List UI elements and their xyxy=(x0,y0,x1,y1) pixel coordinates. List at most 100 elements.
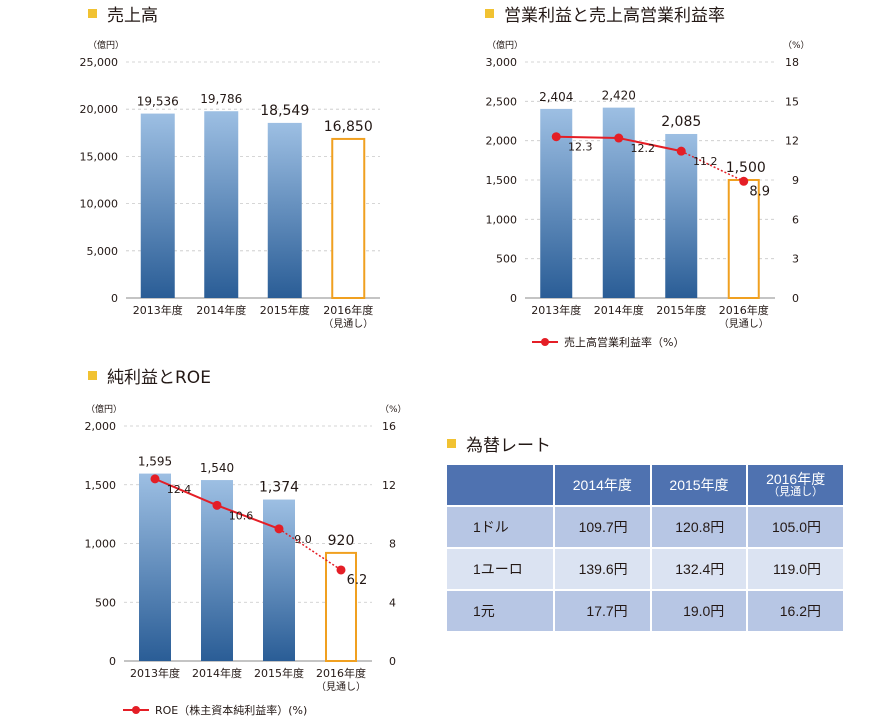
y2-tick-label: 15 xyxy=(785,95,799,108)
fx-cell: 119.0円 xyxy=(748,549,843,589)
fx-row-label: 1ユーロ xyxy=(447,549,553,589)
bar xyxy=(204,111,239,299)
fx-header-2014: 2014年度 xyxy=(555,465,650,505)
table-row: 1ドル 109.7円 120.8円 105.0円 xyxy=(447,507,843,547)
bar-value-label: 1,500 xyxy=(726,160,766,176)
y2-tick-label: 9 xyxy=(792,174,799,187)
y-tick-label: 500 xyxy=(496,253,517,266)
y-tick-label: 1,500 xyxy=(486,174,518,187)
line-point xyxy=(676,146,686,156)
x-tick-note: （見通し） xyxy=(323,318,373,330)
fx-cell: 120.8円 xyxy=(651,507,747,547)
bar xyxy=(140,113,175,298)
fx-header-blank xyxy=(447,465,553,505)
line-point xyxy=(551,132,561,142)
bar-value-label: 2,420 xyxy=(602,89,636,103)
red-dot-line-icon xyxy=(123,706,149,714)
bar-value-label: 2,404 xyxy=(539,90,573,104)
y-tick-label: 20,000 xyxy=(80,103,119,116)
bullet-square-icon xyxy=(447,439,456,448)
x-tick-label: 2016年度 xyxy=(316,666,366,680)
y-tick-label: 10,000 xyxy=(80,198,119,211)
x-tick-label: 2014年度 xyxy=(192,666,242,680)
y-tick-label: 3,000 xyxy=(486,56,518,69)
y-tick-label: 2,000 xyxy=(486,135,518,148)
bullet-square-icon xyxy=(485,9,494,18)
bar-value-label: 1,540 xyxy=(200,461,234,475)
fx-cell: 17.7円 xyxy=(555,591,650,631)
line-point xyxy=(614,133,624,143)
y2-tick-label: 18 xyxy=(785,56,799,69)
red-dot-line-icon xyxy=(532,338,558,346)
roe-legend-label: ROE（株主資本純利益率）(%) xyxy=(155,704,308,717)
y-tick-label: 1,000 xyxy=(85,538,117,551)
y-tick-label: 0 xyxy=(510,292,517,305)
bullet-square-icon xyxy=(88,371,97,380)
fx-cell: 105.0円 xyxy=(748,507,843,547)
line-value-label: 10.6 xyxy=(229,509,254,522)
y2-tick-label: 0 xyxy=(389,655,396,668)
fx-header-2016-note: （見通し） xyxy=(768,485,824,498)
op-legend-label: 売上高営業利益率（%） xyxy=(564,336,685,349)
y-tick-label: 15,000 xyxy=(80,150,119,163)
bar-value-label: 19,786 xyxy=(200,92,242,106)
y2-axis-unit-label: （%） xyxy=(380,404,407,415)
bar xyxy=(665,133,698,298)
fx-row-label: 1元 xyxy=(447,591,553,631)
x-tick-label: 2013年度 xyxy=(531,303,581,317)
fx-title: 為替レート xyxy=(447,431,551,456)
y-axis-unit-label: （億円） xyxy=(487,39,523,51)
x-tick-label: 2013年度 xyxy=(130,666,180,680)
y-tick-label: 2,500 xyxy=(486,95,518,108)
fx-cell: 16.2円 xyxy=(748,591,843,631)
x-tick-label: 2015年度 xyxy=(260,303,310,317)
line-point xyxy=(274,524,284,534)
op-legend: 売上高営業利益率（%） xyxy=(532,334,684,350)
x-tick-label: 2013年度 xyxy=(133,303,183,317)
y-tick-label: 2,000 xyxy=(85,420,117,433)
bar xyxy=(139,473,171,661)
y2-tick-label: 8 xyxy=(389,538,396,551)
net-title-text: 純利益とROE xyxy=(107,368,211,388)
x-tick-label: 2014年度 xyxy=(196,303,246,317)
sales-title: 売上高 xyxy=(88,1,158,26)
line-segment-forecast xyxy=(278,528,342,571)
line-segment-forecast xyxy=(680,150,745,182)
line-segment xyxy=(216,504,280,530)
fx-row-label: 1ドル xyxy=(447,507,553,547)
y-tick-label: 1,000 xyxy=(486,213,518,226)
y-tick-label: 5,000 xyxy=(87,245,119,258)
line-segment xyxy=(618,137,682,153)
y-tick-label: 500 xyxy=(95,596,116,609)
bar xyxy=(267,122,302,299)
line-value-label: 12.3 xyxy=(568,141,593,154)
y2-tick-label: 12 xyxy=(785,135,799,148)
x-tick-label: 2014年度 xyxy=(594,303,644,317)
y2-tick-label: 0 xyxy=(792,292,799,305)
x-tick-label: 2016年度 xyxy=(323,303,373,317)
sales-chart: （億円） 0 5,000 10,000 15,000 20,000 25,000 19,536… xyxy=(80,39,380,330)
fx-cell: 19.0円 xyxy=(651,591,747,631)
fx-header-2016: 2016年度 （見通し） xyxy=(748,465,843,505)
line-value-label: 9.0 xyxy=(294,533,312,546)
x-tick-label: 2015年度 xyxy=(656,303,706,317)
y-axis-unit-label: （億円） xyxy=(88,39,124,51)
x-tick-label: 2016年度 xyxy=(719,303,769,317)
line-segment xyxy=(556,135,619,140)
x-tick-note: （見通し） xyxy=(719,318,769,330)
line-value-label: 11.2 xyxy=(693,155,718,168)
fx-title-text: 為替レート xyxy=(466,436,551,456)
line-value-label: 12.2 xyxy=(631,142,656,155)
y-tick-label: 1,500 xyxy=(85,479,117,492)
bar-forecast xyxy=(727,179,760,299)
bar-value-label: 19,536 xyxy=(137,95,179,109)
sales-title-text: 売上高 xyxy=(107,6,158,26)
fx-cell: 132.4円 xyxy=(651,549,747,589)
y2-tick-label: 3 xyxy=(792,253,799,266)
line-point xyxy=(212,500,222,510)
x-tick-label: 2015年度 xyxy=(254,666,304,680)
line-point xyxy=(336,565,346,575)
line-value-label: 8.9 xyxy=(749,184,770,199)
line-point xyxy=(150,474,160,484)
